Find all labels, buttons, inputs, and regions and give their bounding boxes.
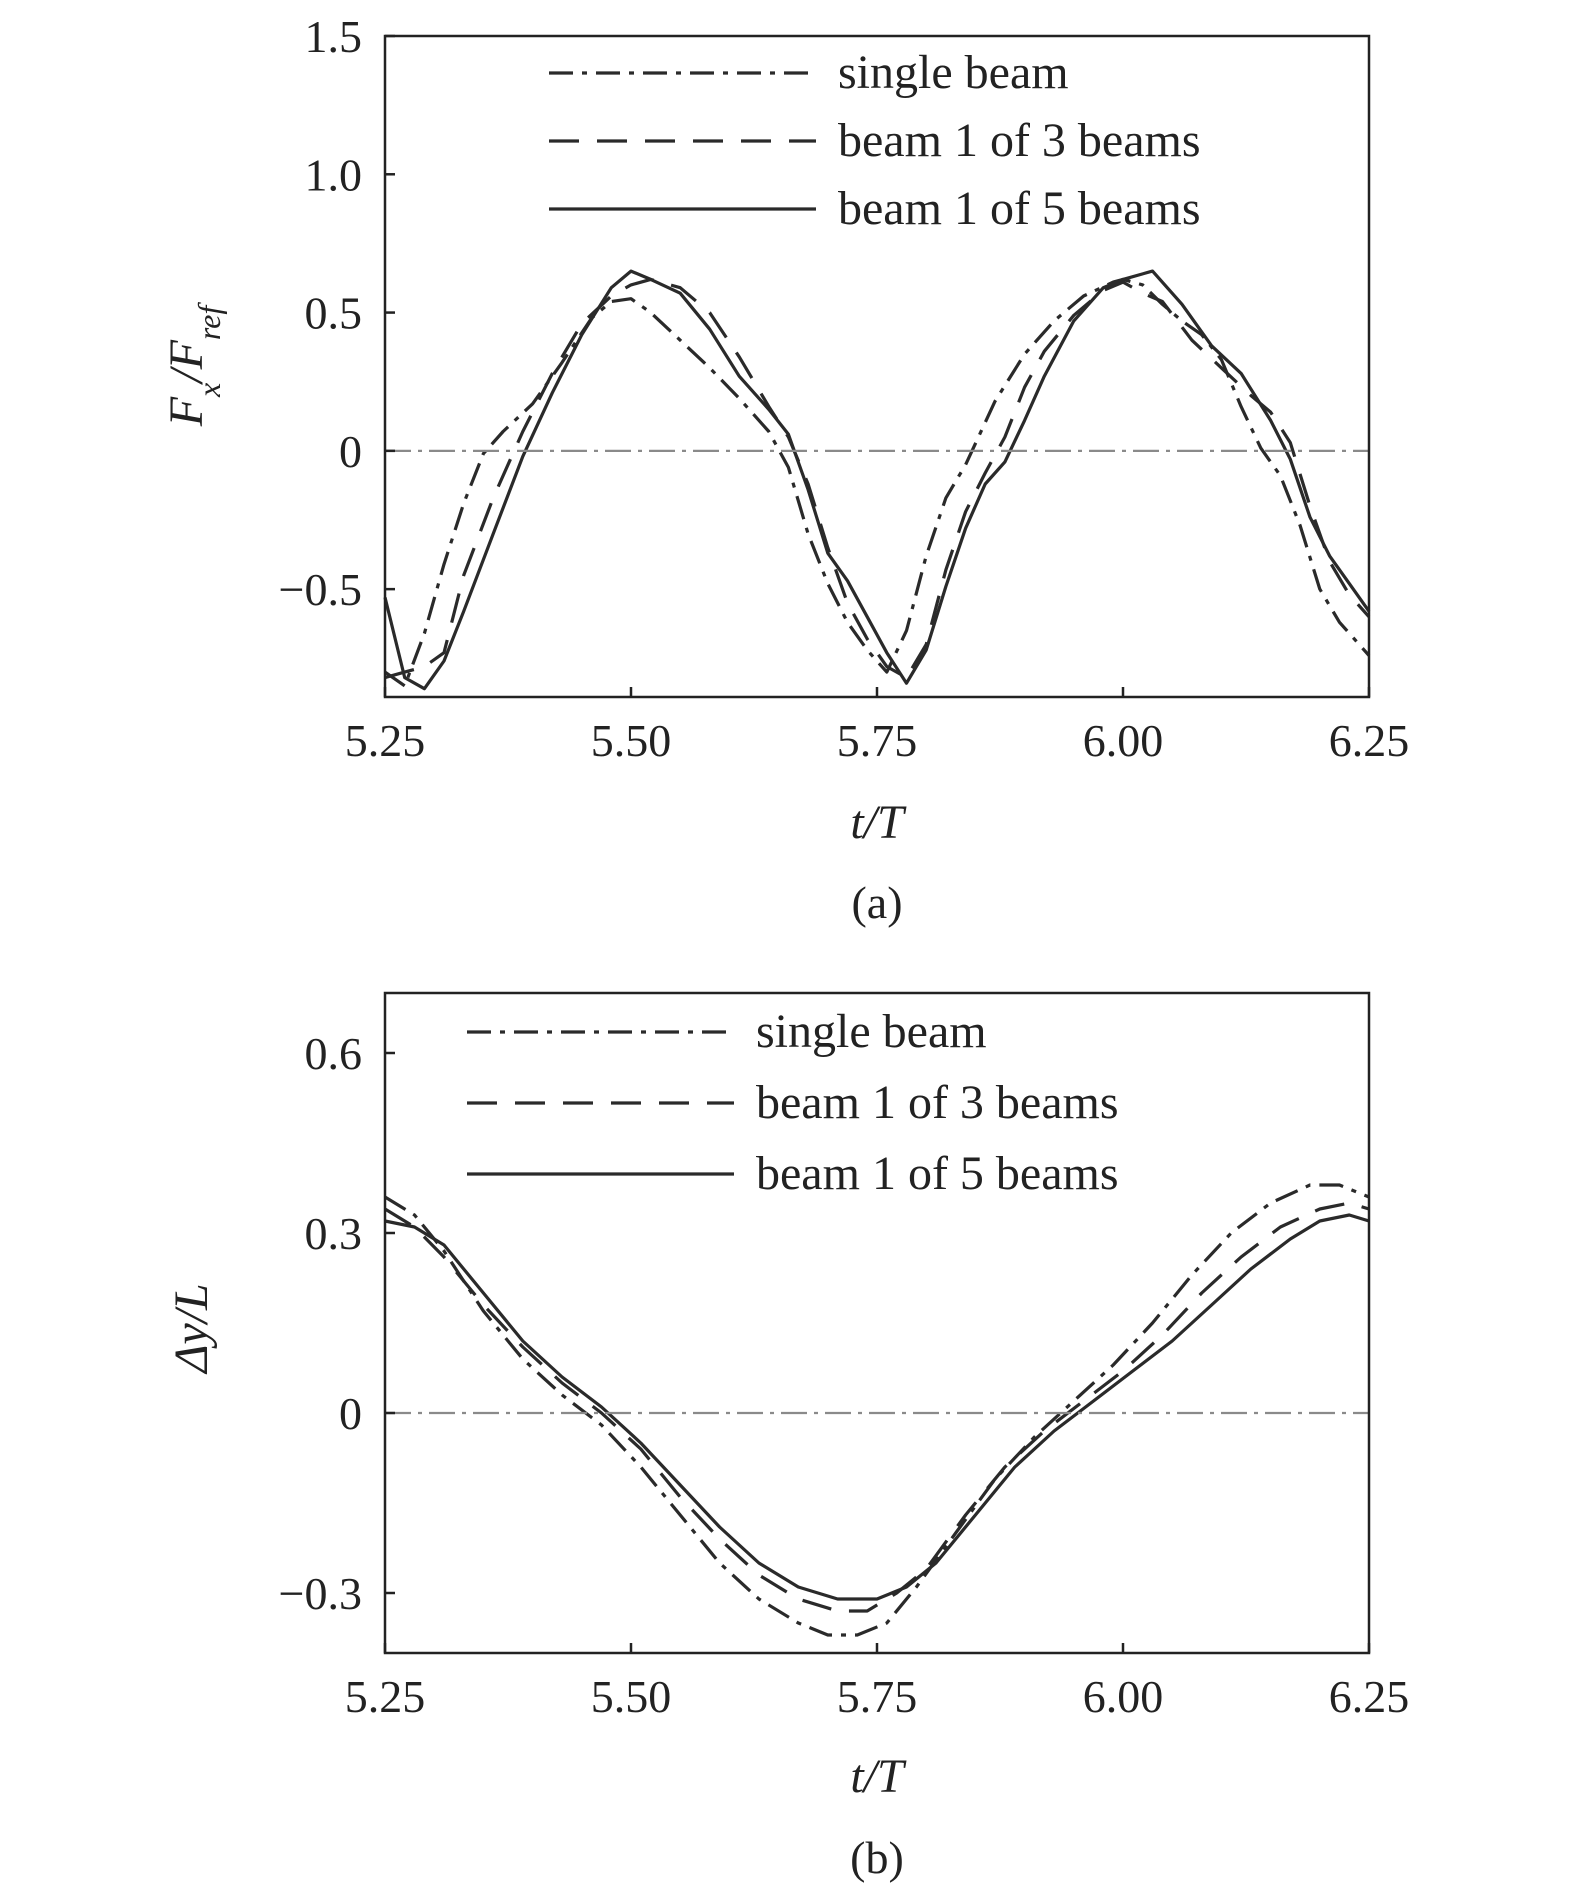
chart-b-y-tick-label: 0 bbox=[339, 1388, 362, 1439]
chart-a-ticks: 5.25 5.50 5.75 6.00 6.25 −0.5 0 0.5 1.0 1.5 bbox=[279, 11, 1410, 766]
chart-a-ylabel-sub2: ref bbox=[191, 302, 227, 340]
chart-a-series-beam-1-of-5-beams bbox=[383, 269, 1371, 691]
chart-a-series-layer bbox=[383, 269, 1371, 691]
chart-b-legend-label-beam-1-of-3-beams: beam 1 of 3 beams bbox=[756, 1076, 1119, 1129]
chart-a-legend: single beam beam 1 of 3 beams beam 1 of 5 … bbox=[549, 46, 1201, 235]
chart-b-series-beam-1-of-3-beams bbox=[384, 1201, 1370, 1613]
chart-a-y-axis-label: Fx/Fref bbox=[160, 302, 227, 428]
chart-a-legend-label-single-beam: single beam bbox=[838, 46, 1069, 99]
chart-b-series-beam-1-of-5-beams bbox=[384, 1213, 1370, 1601]
chart-b-x-axis-label: t/T bbox=[850, 1750, 907, 1803]
chart-b-x-tick-label: 5.75 bbox=[837, 1671, 918, 1722]
chart-a-ylabel-mid: /F bbox=[160, 339, 213, 385]
chart-b-x-tick-label: 5.25 bbox=[345, 1671, 426, 1722]
chart-a-ylabel-main: F bbox=[160, 396, 213, 427]
chart-b-x-tick-label: 6.00 bbox=[1083, 1671, 1164, 1722]
chart-b: 5.25 5.50 5.75 6.00 6.25 −0.3 0 0.3 0.6 single b… bbox=[165, 991, 1410, 1883]
chart-b-y-axis-label: Δy/L bbox=[165, 1283, 218, 1375]
chart-a-x-tick-label: 5.50 bbox=[591, 715, 672, 766]
chart-a-y-tick-label: 1.5 bbox=[305, 11, 363, 62]
chart-b-y-tick-label: 0.6 bbox=[305, 1028, 363, 1079]
chart-a-x-tick-label: 5.75 bbox=[837, 715, 918, 766]
chart-a-legend-label-beam-1-of-5-beams: beam 1 of 5 beams bbox=[838, 182, 1201, 235]
chart-a-series-beam-1-of-3-beams bbox=[384, 277, 1371, 680]
chart-a-y-tick-label: 1.0 bbox=[305, 149, 363, 200]
chart-b-x-tick-label: 5.50 bbox=[591, 1671, 672, 1722]
chart-a-y-tick-label: −0.5 bbox=[279, 564, 362, 615]
chart-b-y-tick-label: −0.3 bbox=[279, 1568, 362, 1619]
chart-b-caption: (b) bbox=[850, 1832, 904, 1883]
chart-a-caption: (a) bbox=[851, 877, 902, 928]
chart-a-legend-label-beam-1-of-3-beams: beam 1 of 3 beams bbox=[838, 114, 1201, 167]
chart-a-x-tick-label: 5.25 bbox=[345, 715, 426, 766]
chart-b-series-layer bbox=[384, 1183, 1370, 1637]
chart-a-series-single-beam bbox=[384, 277, 1371, 688]
chart-b-y-tick-label: 0.3 bbox=[305, 1208, 363, 1259]
chart-b-x-tick-label: 6.25 bbox=[1329, 1671, 1410, 1722]
chart-b-legend: single beam beam 1 of 3 beams beam 1 of 5 … bbox=[467, 1005, 1119, 1200]
chart-a: 5.25 5.50 5.75 6.00 6.25 −0.5 0 0.5 1.0 1.5 singl… bbox=[160, 11, 1409, 928]
chart-b-legend-label-beam-1-of-5-beams: beam 1 of 5 beams bbox=[756, 1147, 1119, 1200]
chart-a-x-tick-label: 6.25 bbox=[1329, 715, 1410, 766]
chart-a-x-tick-label: 6.00 bbox=[1083, 715, 1164, 766]
chart-b-ticks: 5.25 5.50 5.75 6.00 6.25 −0.3 0 0.3 0.6 bbox=[279, 1028, 1410, 1722]
chart-a-y-tick-label: 0.5 bbox=[305, 288, 363, 339]
chart-a-ylabel-sub1: x bbox=[191, 383, 227, 398]
chart-a-y-tick-label: 0 bbox=[339, 426, 362, 477]
chart-a-x-axis-label: t/T bbox=[850, 796, 907, 849]
chart-b-series-single-beam bbox=[384, 1183, 1370, 1637]
chart-b-legend-label-single-beam: single beam bbox=[756, 1005, 987, 1058]
